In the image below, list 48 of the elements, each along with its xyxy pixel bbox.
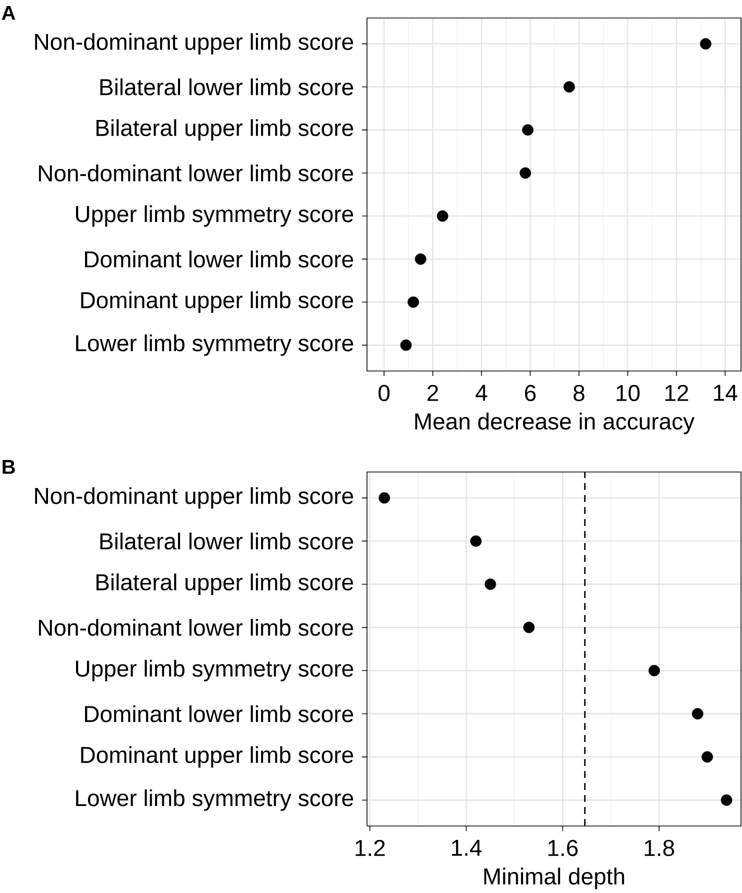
- x-tick-label: 14: [714, 384, 738, 401]
- point: [648, 664, 660, 676]
- x-tick-label: 12: [665, 384, 688, 401]
- point: [484, 578, 496, 590]
- y-tick-label: Non-dominant lower limb score: [39, 618, 354, 636]
- y-tick-label: Non-dominant lower limb score: [39, 164, 354, 182]
- point: [702, 751, 713, 763]
- x-tick-label: 1.2: [356, 840, 385, 856]
- y-tick-label: Dominant lower limb score: [85, 250, 354, 268]
- point: [470, 535, 482, 547]
- x-tick-label: 0: [378, 384, 390, 402]
- y-tick-label: Bilateral upper limb score: [96, 119, 354, 141]
- point: [523, 622, 535, 634]
- x-axis-title: Mean decrease in accuracy: [415, 412, 695, 434]
- point: [378, 492, 390, 504]
- y-tick-label: Bilateral lower limb score: [100, 78, 354, 96]
- x-tick-label: 1.6: [548, 840, 578, 856]
- y-tick-label: Lower limb symmetry score: [76, 334, 354, 356]
- y-tick-label: Lower limb symmetry score: [76, 789, 354, 811]
- point: [720, 794, 732, 806]
- y-tick-label: Dominant lower limb score: [85, 705, 354, 722]
- x-axis-title: Minimal depth: [484, 868, 624, 890]
- point: [436, 210, 448, 222]
- point: [400, 339, 412, 351]
- text: B: [2, 460, 15, 474]
- y-tick-label: Upper limb symmetry score: [76, 660, 354, 682]
- point: [520, 167, 532, 179]
- x-tick-label: 2: [428, 384, 438, 401]
- x-tick-label: 1.8: [644, 840, 674, 856]
- y-tick-label: Upper limb symmetry score: [76, 205, 354, 227]
- point: [692, 708, 704, 720]
- x-tick-label: 10: [616, 384, 640, 402]
- x-tick-label: 6: [525, 384, 536, 402]
- x-tick-label: 8: [574, 384, 584, 402]
- point: [414, 253, 426, 265]
- text: A: [2, 6, 16, 20]
- x-tick-label: 1.4: [452, 840, 482, 856]
- y-tick-label: Bilateral lower limb score: [100, 532, 354, 550]
- y-tick-label: Non-dominant upper limb score: [35, 487, 354, 509]
- y-tick-label: Dominant upper limb score: [81, 746, 354, 768]
- point: [408, 296, 419, 308]
- y-tick-label: Bilateral upper limb score: [96, 574, 354, 595]
- point: [700, 38, 712, 50]
- point: [522, 124, 534, 136]
- x-tick-label: 4: [476, 384, 488, 401]
- y-tick-label: Dominant upper limb score: [81, 291, 354, 313]
- point: [564, 81, 575, 93]
- y-tick-label: Non-dominant upper limb score: [35, 33, 354, 55]
